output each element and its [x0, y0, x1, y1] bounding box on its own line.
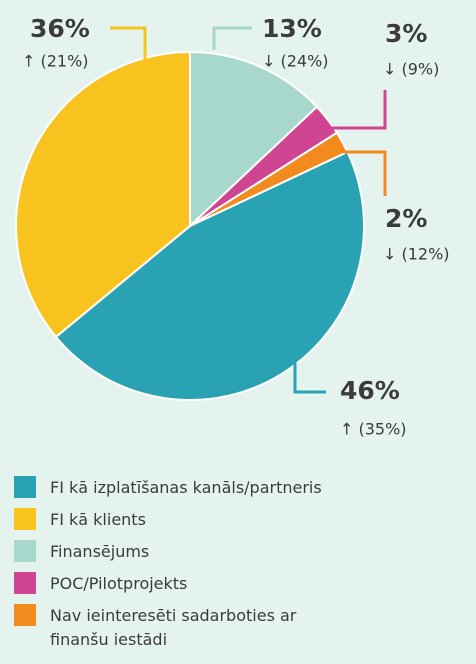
- value-label: 36%: [30, 14, 90, 43]
- leader-line: [343, 150, 387, 196]
- legend-item: FI kā izplatīšanas kanāls/partneris: [14, 476, 344, 508]
- legend: FI kā izplatīšanas kanāls/partneris FI kā…: [14, 476, 344, 652]
- change-label: ↓ (9%): [383, 60, 439, 79]
- change-label: ↑ (35%): [340, 420, 407, 439]
- legend-swatch: [14, 572, 36, 594]
- pie-slice: [189, 50, 319, 229]
- legend-label: POC/Pilotprojekts: [50, 574, 188, 593]
- legend-swatch: [14, 540, 36, 562]
- legend-label: Nav ieinteresēti sadarboties ar finanšu …: [50, 606, 297, 649]
- change-label: ↑ (21%): [22, 52, 89, 71]
- legend-item: FI kā klients: [14, 508, 344, 540]
- value-label: 46%: [340, 376, 400, 405]
- legend-swatch: [14, 604, 36, 626]
- value-label: 3%: [385, 19, 427, 48]
- value-label: 2%: [385, 204, 427, 233]
- pie-slice: [54, 150, 366, 402]
- legend-item: Finansējums: [14, 540, 344, 572]
- leader-line: [212, 26, 252, 50]
- legend-label: FI kā izplatīšanas kanāls/partneris: [50, 478, 322, 497]
- value-label: 13%: [262, 14, 322, 43]
- legend-swatch: [14, 508, 36, 530]
- change-label: ↓ (24%): [262, 52, 329, 71]
- leader-line: [293, 360, 326, 394]
- pie-slice: [15, 50, 191, 339]
- legend-item: Nav ieinteresēti sadarboties ar finanšu …: [14, 604, 344, 652]
- leader-line: [320, 90, 387, 130]
- change-label: ↓ (12%): [383, 245, 450, 264]
- legend-swatch: [14, 476, 36, 498]
- chart: 46% ↑ (35%) 36% ↑ (21%) 13% ↓ (24%) 3% ↓ (9%) 2%…: [15, 14, 450, 439]
- legend-label: FI kā klients: [50, 510, 146, 529]
- legend-label: Finansējums: [50, 542, 150, 561]
- legend-item: POC/Pilotprojekts: [14, 572, 344, 604]
- leader-line: [110, 26, 147, 68]
